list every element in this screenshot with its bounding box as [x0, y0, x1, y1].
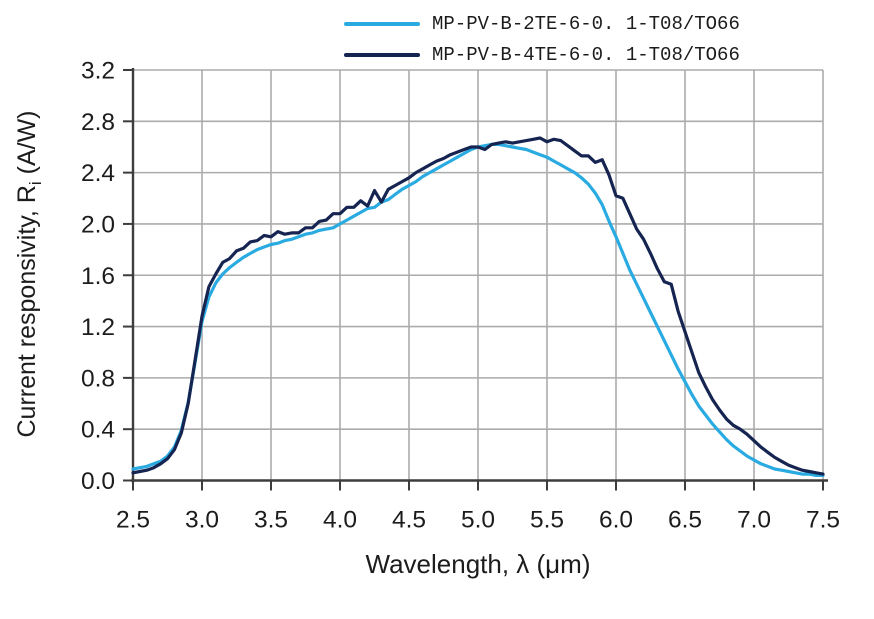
x-tick-label: 7.0	[737, 507, 771, 534]
x-tick-label: 4.0	[323, 507, 357, 534]
legend-label-2te: MP-PV-B-2TE-6-0. 1-T08/TO66	[432, 13, 740, 35]
y-tick-label: 2.8	[81, 109, 115, 136]
y-axis-title-post: (A/W)	[13, 110, 41, 182]
x-tick-label: 2.5	[116, 507, 150, 534]
x-axis-title-text: Wavelength, λ (μm)	[365, 549, 591, 579]
y-tick-label: 1.6	[81, 263, 115, 290]
y-tick-label: 2.4	[81, 160, 115, 187]
y-tick-label: 0.0	[81, 468, 115, 495]
legend-label-4te: MP-PV-B-4TE-6-0. 1-T08/TO66	[432, 44, 740, 66]
x-tick-label: 6.5	[668, 507, 702, 534]
y-axis-title: Current responsivity, Ri (A/W)	[13, 59, 45, 489]
y-axis-title-sub: i	[26, 181, 45, 186]
legend-line-swatch-2te	[344, 22, 420, 26]
legend: MP-PV-B-2TE-6-0. 1-T08/TO66 MP-PV-B-4TE-…	[344, 12, 740, 67]
x-axis-title: Wavelength, λ (μm)	[278, 549, 678, 580]
legend-line-swatch-4te	[344, 53, 420, 57]
x-tick-label: 4.5	[392, 507, 426, 534]
x-tick-label: 7.5	[806, 507, 840, 534]
x-tick-label: 6.0	[599, 507, 633, 534]
x-tick-label: 5.5	[530, 507, 564, 534]
x-tick-label: 5.0	[461, 507, 495, 534]
x-tick-label: 3.0	[185, 507, 219, 534]
y-tick-label: 1.2	[81, 314, 115, 341]
y-axis-title-pre: Current responsivity, R	[13, 185, 41, 438]
legend-item-4te: MP-PV-B-4TE-6-0. 1-T08/TO66	[344, 43, 740, 67]
y-tick-label: 2.0	[81, 211, 115, 238]
y-tick-label: 0.8	[81, 365, 115, 392]
y-tick-label: 3.2	[81, 58, 115, 85]
series-line-4te	[131, 136, 825, 476]
y-tick-label: 0.4	[81, 417, 115, 444]
legend-item-2te: MP-PV-B-2TE-6-0. 1-T08/TO66	[344, 12, 740, 36]
x-tick-label: 3.5	[254, 507, 288, 534]
